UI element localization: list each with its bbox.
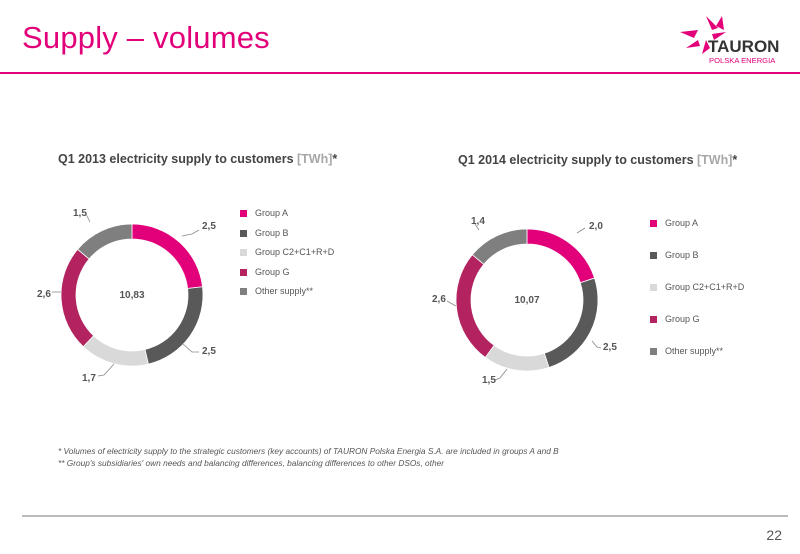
chart-title-2013-suffix: *: [332, 152, 338, 166]
legend-label: Group C2+C1+R+D: [665, 282, 745, 292]
page-number: 22: [766, 527, 782, 543]
legend-label: Group C2+C1+R+D: [255, 247, 335, 257]
leader-line-1-4: [474, 223, 480, 231]
tauron-logo: TAURON POLSKA ENERGIA: [680, 16, 779, 65]
legend-label: Other supply**: [665, 346, 724, 356]
donut-slice-1-4: [471, 228, 528, 265]
title-underline: [0, 72, 800, 74]
legend-swatch: [240, 249, 247, 256]
legend-label: Group A: [665, 218, 699, 228]
legend-swatch: [650, 316, 657, 323]
legend-swatch: [240, 229, 247, 237]
donut-slice-1-0: [526, 228, 596, 284]
leader-line-1-0: [576, 227, 586, 234]
donut-slice-0-4: [77, 223, 133, 260]
leader-line-0-2: [97, 363, 115, 377]
donut-slice-0-3: [60, 248, 95, 348]
value-label-1-1: 2,5: [603, 342, 617, 353]
legend-swatch: [650, 252, 657, 259]
donut-slice-0-1: [144, 286, 204, 365]
logo-sub: POLSKA ENERGIA: [709, 56, 776, 65]
donut-slice-1-2: [484, 344, 550, 372]
value-label-0-1: 2,5: [202, 346, 216, 357]
donut-slice-1-1: [543, 277, 599, 369]
logo-brand: TAURON: [708, 37, 779, 56]
footnotes: * Volumes of electricity supply to the s…: [58, 446, 578, 469]
center-total-1: 10,07: [514, 295, 539, 306]
leader-line-1-3: [446, 300, 457, 307]
chart-title-2014: Q1 2014 electricity supply to customers …: [458, 153, 737, 167]
chart-title-2013-unit: [TWh]: [297, 152, 333, 166]
legend-swatch: [240, 268, 247, 276]
legend-label: Group G: [255, 266, 290, 277]
chart-title-2013-main: Q1 2013 electricity supply to customers: [58, 152, 297, 166]
value-label-0-2: 1,7: [82, 373, 96, 384]
footer-divider: [22, 515, 788, 517]
value-label-0-4: 1,5: [73, 208, 87, 219]
legend-swatch: [650, 284, 657, 291]
value-label-0-3: 2,6: [37, 289, 51, 300]
chart-title-2014-unit: [TWh]: [697, 153, 733, 167]
footnote-1: * Volumes of electricity supply to the s…: [58, 446, 559, 456]
donut-slice-1-3: [455, 254, 495, 358]
chart-title-2014-suffix: *: [732, 153, 738, 167]
legend-label: Group B: [255, 227, 289, 238]
legend-swatch: [240, 288, 247, 295]
leader-line-1-2: [494, 368, 508, 381]
legend-label: Group A: [255, 208, 289, 218]
value-label-1-4: 1,4: [471, 216, 485, 227]
value-label-0-0: 2,5: [202, 221, 216, 232]
legend-swatch: [240, 210, 247, 217]
leader-line-0-0: [181, 229, 200, 237]
slide-title: Supply – volumes: [22, 20, 270, 55]
donut-slice-0-2: [82, 335, 149, 367]
chart-title-2014-main: Q1 2014 electricity supply to customers: [458, 153, 697, 167]
leader-line-0-4: [85, 213, 91, 223]
value-label-1-0: 2,0: [589, 221, 603, 232]
value-label-1-2: 1,5: [482, 375, 496, 386]
legend-label: Group B: [665, 250, 699, 260]
leader-line-0-1: [182, 343, 199, 353]
chart-title-2013: Q1 2013 electricity supply to customers …: [58, 152, 337, 166]
legend-swatch: [650, 220, 657, 227]
center-total-0: 10,83: [119, 290, 144, 301]
legend-label: Other supply**: [255, 286, 314, 296]
tauron-logo-mark: [680, 16, 726, 54]
leader-line-1-1: [591, 340, 602, 349]
legend-label: Group G: [665, 314, 700, 324]
value-label-1-3: 2,6: [432, 294, 446, 305]
legend-swatch: [650, 348, 657, 355]
footnote-2: ** Group's subsidiaries' own needs and b…: [58, 457, 444, 468]
